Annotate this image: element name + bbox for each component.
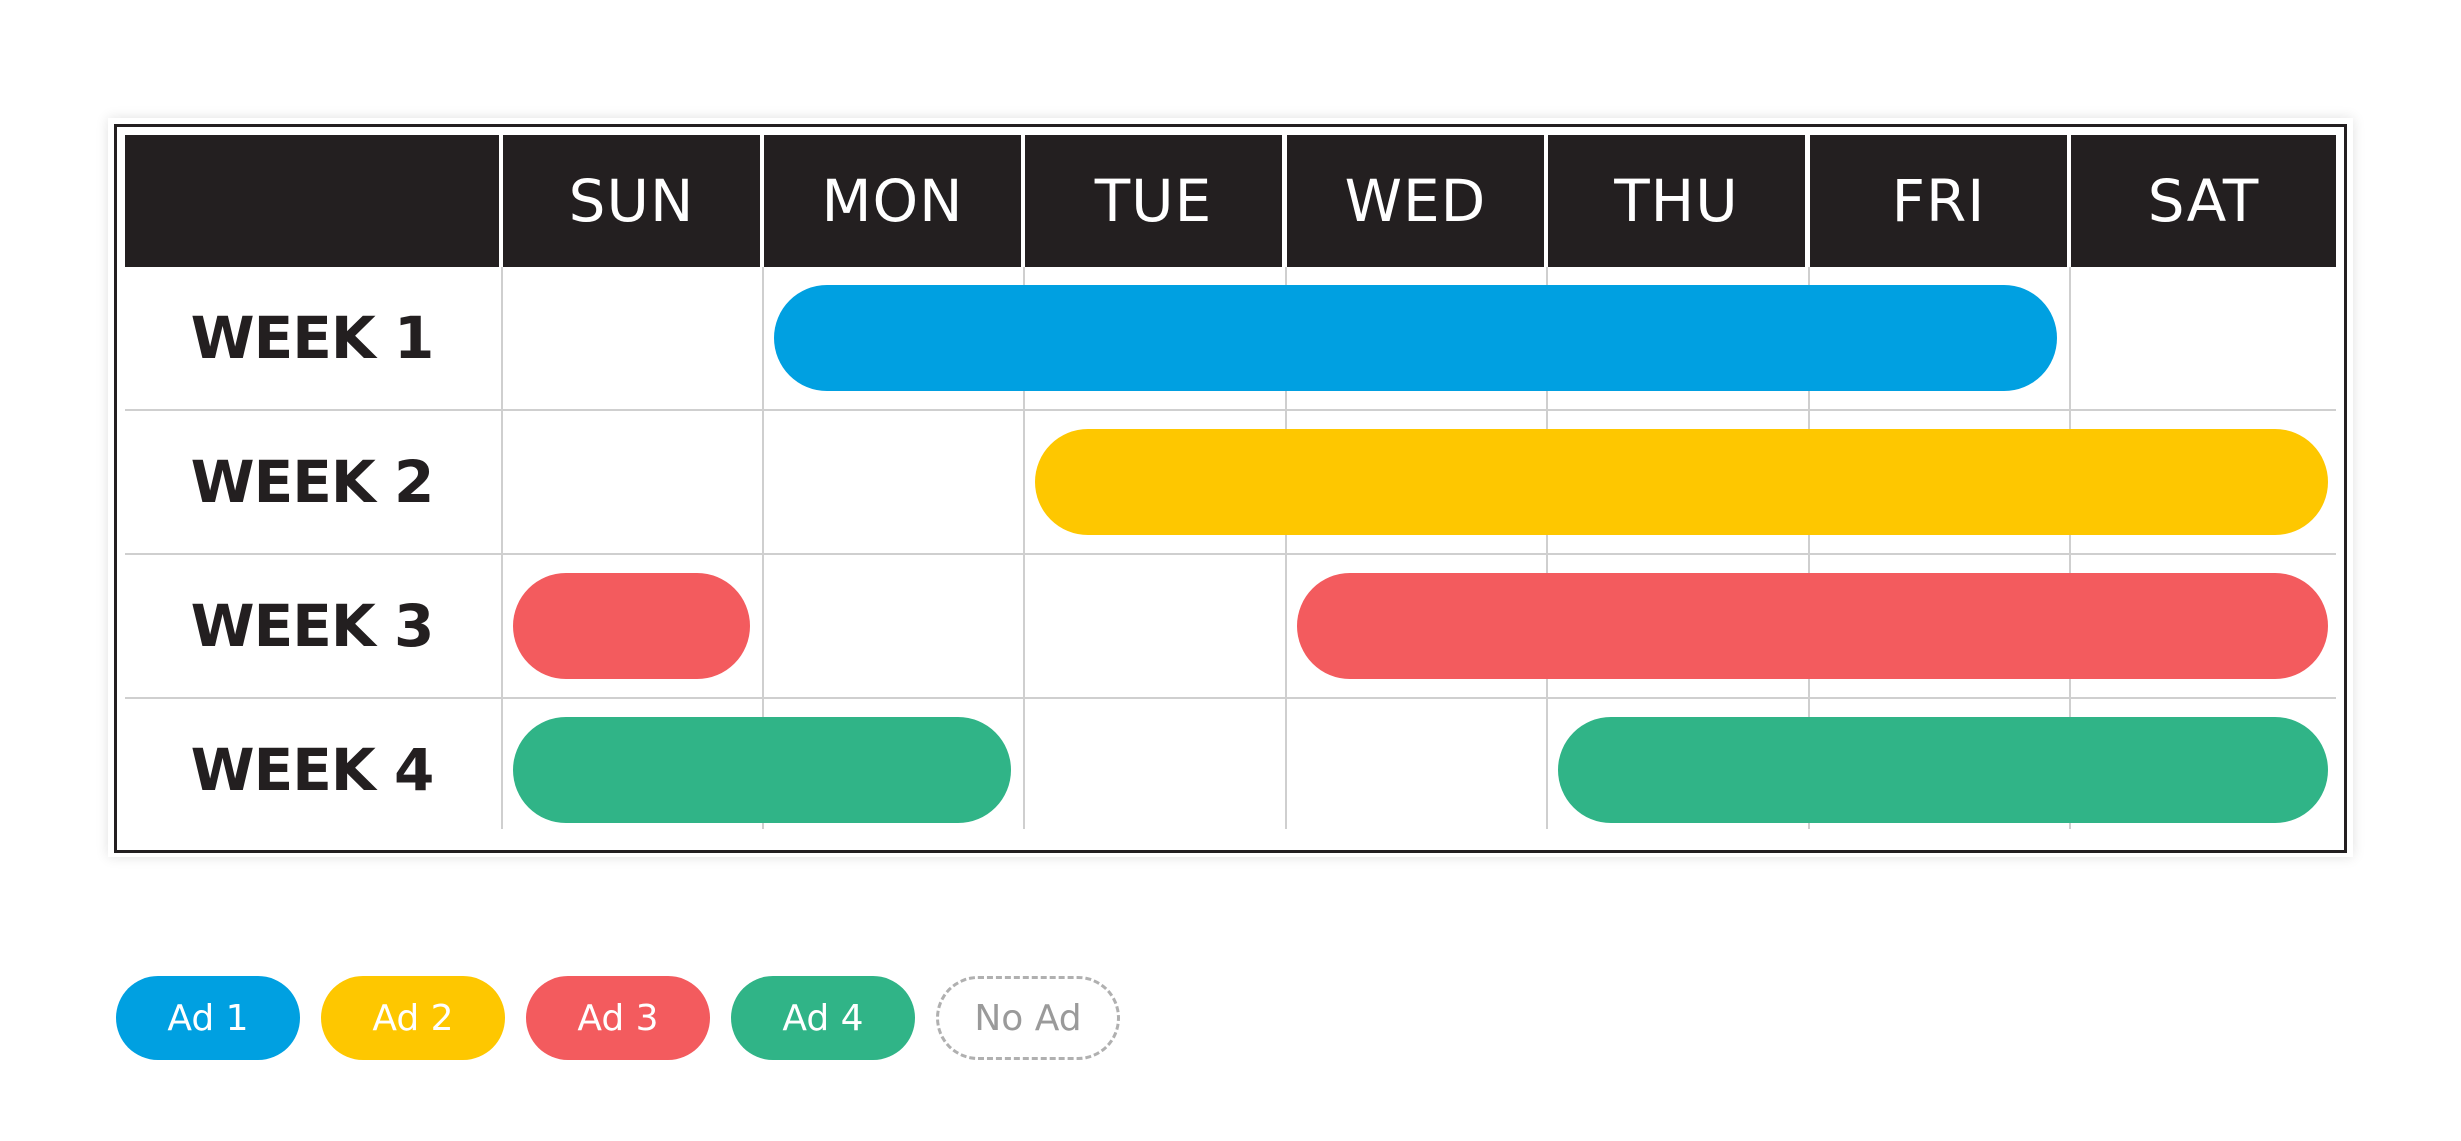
legend-ad-1: Ad 1 [116,976,300,1060]
week-label-1: WEEK 1 [190,304,435,372]
legend-no-ad: No Ad [936,976,1120,1060]
ad-bar-ad1-1 [774,285,2057,391]
day-header-fri: FRI [1810,135,2067,267]
day-header-wed: WED [1287,135,1544,267]
week-label-4: WEEK 4 [190,736,435,804]
grid-vline [1023,267,1025,829]
grid-vline [1808,267,1810,829]
grid-vline [2069,267,2071,829]
ad-bar-ad4-6 [1558,717,2328,823]
week-label-3: WEEK 3 [190,592,435,660]
day-header-thu: THU [1548,135,1805,267]
legend-ad-3: Ad 3 [526,976,710,1060]
day-header-mon: MON [764,135,1021,267]
header-corner [125,135,499,267]
day-header-sun: SUN [503,135,760,267]
ad-bar-ad3-3 [513,573,750,679]
day-header-sat: SAT [2071,135,2336,267]
grid-hline [125,553,2336,555]
ad-bar-ad4-5 [513,717,1011,823]
grid-hline [125,409,2336,411]
week-label-2: WEEK 2 [190,448,435,516]
grid-vline [501,267,503,829]
grid-vline [762,267,764,829]
day-header-tue: TUE [1025,135,1282,267]
schedule-card: SUN MON TUE WED THU FRI SAT WEEK 1 WEEK 2 WEEK 3 W… [108,118,2353,857]
ad-bar-ad2-2 [1035,429,2328,535]
ad-bar-ad3-4 [1297,573,2328,679]
legend-ad-4: Ad 4 [731,976,915,1060]
grid-vline [1285,267,1287,829]
grid-vline [1546,267,1548,829]
legend-ad-2: Ad 2 [321,976,505,1060]
schedule-table: SUN MON TUE WED THU FRI SAT WEEK 1 WEEK 2 WEEK 3 W… [114,124,2347,853]
grid-hline [125,697,2336,699]
